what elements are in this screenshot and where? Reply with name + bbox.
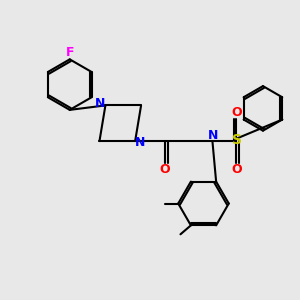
Text: N: N bbox=[208, 129, 218, 142]
Text: S: S bbox=[232, 133, 242, 147]
Text: F: F bbox=[65, 46, 74, 59]
Text: O: O bbox=[160, 163, 170, 176]
Text: N: N bbox=[95, 98, 105, 110]
Text: O: O bbox=[231, 163, 242, 176]
Text: O: O bbox=[231, 106, 242, 119]
Text: N: N bbox=[135, 136, 146, 149]
